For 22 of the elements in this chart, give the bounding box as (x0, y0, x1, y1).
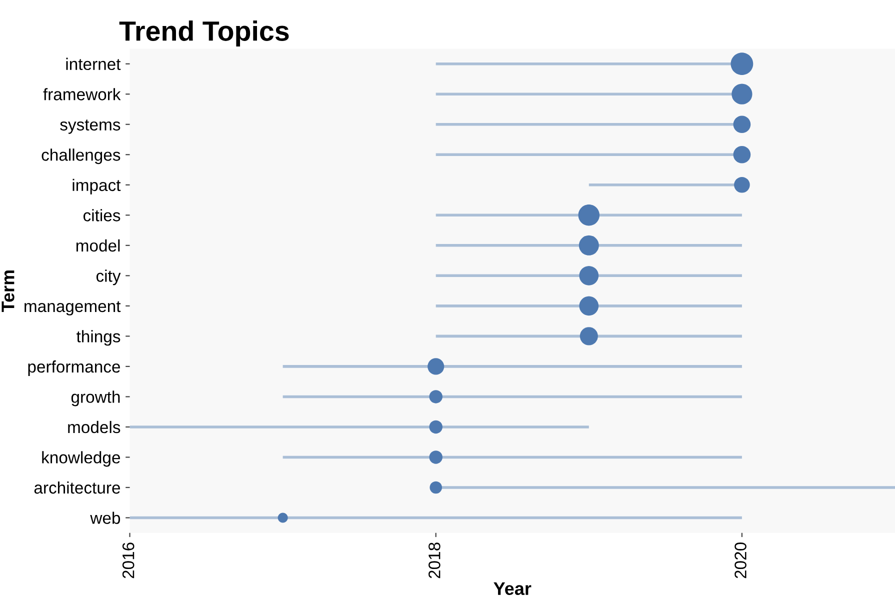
x-axis-title: Year (494, 582, 532, 596)
y-tick-label: cities (83, 209, 120, 222)
y-tick-label: knowledge (42, 451, 120, 467)
y-tick-label: management (24, 301, 121, 316)
y-tick-label: model (76, 239, 120, 252)
x-tick-label: 2020 (734, 542, 746, 578)
y-tick-label: things (76, 330, 120, 346)
y-tick-label: models (68, 420, 120, 434)
y-tick-label: web (90, 512, 120, 524)
y-axis-title: Term (2, 270, 14, 312)
y-tick-label: performance (28, 360, 120, 376)
x-tick-label: 2016 (122, 542, 134, 578)
y-tick-label: impact (72, 178, 121, 194)
y-tick-label: challenges (42, 148, 120, 164)
y-tick-label: growth (71, 390, 120, 406)
y-tick-label: internet (66, 58, 121, 70)
x-tick-label: 2018 (428, 542, 440, 578)
y-tick-label: architecture (34, 481, 120, 494)
y-tick-label: city (96, 270, 121, 286)
y-tick-label: framework (43, 88, 121, 100)
chart-title: Trend Topics (119, 20, 289, 46)
y-tick-label: systems (60, 120, 120, 134)
